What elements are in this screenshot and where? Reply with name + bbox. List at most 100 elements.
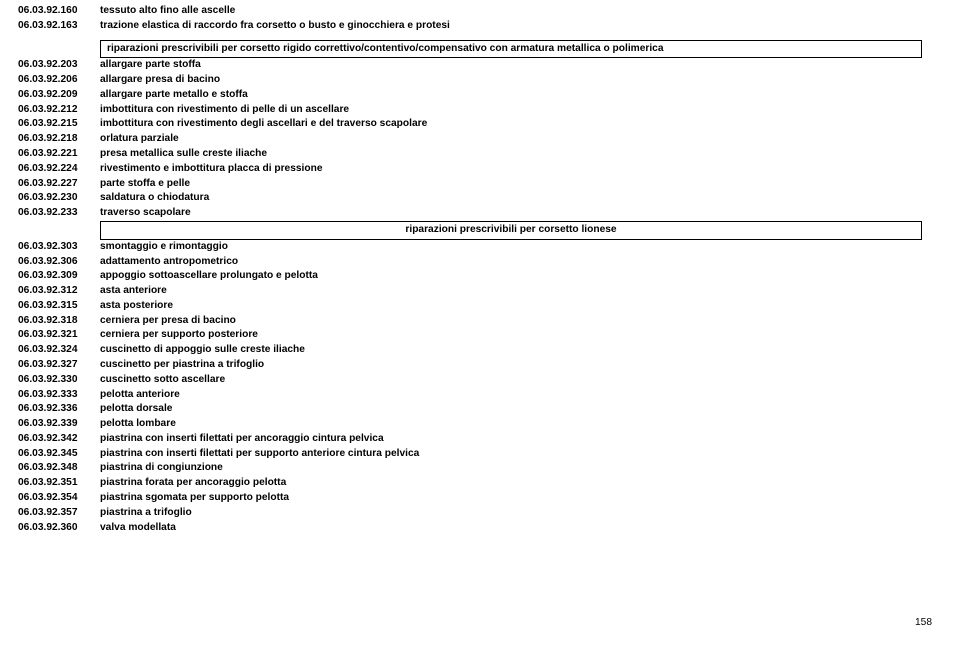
- section2-row: 06.03.92.309appoggio sottoascellare prol…: [18, 269, 942, 284]
- item-code: 06.03.92.327: [18, 358, 100, 373]
- item-description: tessuto alto fino alle ascelle: [100, 4, 942, 19]
- item-code: 06.03.92.318: [18, 314, 100, 329]
- section2-row: 06.03.92.315asta posteriore: [18, 299, 942, 314]
- section2-row: 06.03.92.360valva modellata: [18, 521, 942, 536]
- section2-row: 06.03.92.336pelotta dorsale: [18, 402, 942, 417]
- section2-row: 06.03.92.354piastrina sgomata per suppor…: [18, 491, 942, 506]
- section1-row: 06.03.92.215imbottitura con rivestimento…: [18, 117, 942, 132]
- section1-row: 06.03.92.227parte stoffa e pelle: [18, 177, 942, 192]
- item-code: 06.03.92.342: [18, 432, 100, 447]
- item-description: trazione elastica di raccordo fra corset…: [100, 19, 942, 34]
- item-description: allargare parte stoffa: [100, 58, 942, 73]
- section1-row: 06.03.92.203allargare parte stoffa: [18, 58, 942, 73]
- item-code: 06.03.92.203: [18, 58, 100, 73]
- item-description: cuscinetto di appoggio sulle creste ilia…: [100, 343, 942, 358]
- item-code: 06.03.92.160: [18, 4, 100, 19]
- item-description: pelotta anteriore: [100, 388, 942, 403]
- section2-row: 06.03.92.345piastrina con inserti filett…: [18, 447, 942, 462]
- section2-row: 06.03.92.324cuscinetto di appoggio sulle…: [18, 343, 942, 358]
- item-description: imbottitura con rivestimento di pelle di…: [100, 103, 942, 118]
- section2-row: 06.03.92.351piastrina forata per ancorag…: [18, 476, 942, 491]
- item-code: 06.03.92.360: [18, 521, 100, 536]
- section-title-1: riparazioni prescrivibili per corsetto r…: [100, 40, 922, 59]
- item-code: 06.03.92.163: [18, 19, 100, 34]
- item-code: 06.03.92.324: [18, 343, 100, 358]
- item-description: imbottitura con rivestimento degli ascel…: [100, 117, 942, 132]
- item-description: allargare presa di bacino: [100, 73, 942, 88]
- item-code: 06.03.92.336: [18, 402, 100, 417]
- item-code: 06.03.92.209: [18, 88, 100, 103]
- page-number: 158: [915, 617, 932, 628]
- item-description: piastrina forata per ancoraggio pelotta: [100, 476, 942, 491]
- item-code: 06.03.92.221: [18, 147, 100, 162]
- item-code: 06.03.92.233: [18, 206, 100, 221]
- top-row: 06.03.92.163trazione elastica di raccord…: [18, 19, 942, 34]
- item-description: cerniera per supporto posteriore: [100, 328, 942, 343]
- item-description: parte stoffa e pelle: [100, 177, 942, 192]
- item-description: piastrina con inserti filettati per anco…: [100, 432, 942, 447]
- item-description: piastrina di congiunzione: [100, 461, 942, 476]
- item-description: cuscinetto sotto ascellare: [100, 373, 942, 388]
- item-code: 06.03.92.309: [18, 269, 100, 284]
- top-row: 06.03.92.160tessuto alto fino alle ascel…: [18, 4, 942, 19]
- item-description: pelotta lombare: [100, 417, 942, 432]
- section1-row: 06.03.92.209allargare parte metallo e st…: [18, 88, 942, 103]
- item-description: adattamento antropometrico: [100, 255, 942, 270]
- section2-row: 06.03.92.339pelotta lombare: [18, 417, 942, 432]
- item-description: asta posteriore: [100, 299, 942, 314]
- section2-row: 06.03.92.321cerniera per supporto poster…: [18, 328, 942, 343]
- item-description: asta anteriore: [100, 284, 942, 299]
- item-code: 06.03.92.230: [18, 191, 100, 206]
- section2-row: 06.03.92.330cuscinetto sotto ascellare: [18, 373, 942, 388]
- item-code: 06.03.92.218: [18, 132, 100, 147]
- section2-row: 06.03.92.303smontaggio e rimontaggio: [18, 240, 942, 255]
- section2-row: 06.03.92.333pelotta anteriore: [18, 388, 942, 403]
- item-code: 06.03.92.306: [18, 255, 100, 270]
- section1-row: 06.03.92.224rivestimento e imbottitura p…: [18, 162, 942, 177]
- item-code: 06.03.92.303: [18, 240, 100, 255]
- section-title-2: riparazioni prescrivibili per corsetto l…: [100, 221, 922, 240]
- item-description: saldatura o chiodatura: [100, 191, 942, 206]
- item-code: 06.03.92.348: [18, 461, 100, 476]
- section2-row: 06.03.92.327cuscinetto per piastrina a t…: [18, 358, 942, 373]
- item-code: 06.03.92.224: [18, 162, 100, 177]
- item-description: valva modellata: [100, 521, 942, 536]
- item-description: piastrina sgomata per supporto pelotta: [100, 491, 942, 506]
- section2-row: 06.03.92.306adattamento antropometrico: [18, 255, 942, 270]
- item-code: 06.03.92.354: [18, 491, 100, 506]
- section2-row: 06.03.92.348piastrina di congiunzione: [18, 461, 942, 476]
- item-code: 06.03.92.206: [18, 73, 100, 88]
- item-description: presa metallica sulle creste iliache: [100, 147, 942, 162]
- section1-row: 06.03.92.230saldatura o chiodatura: [18, 191, 942, 206]
- item-description: cerniera per presa di bacino: [100, 314, 942, 329]
- item-code: 06.03.92.333: [18, 388, 100, 403]
- item-description: rivestimento e imbottitura placca di pre…: [100, 162, 942, 177]
- item-description: orlatura parziale: [100, 132, 942, 147]
- item-code: 06.03.92.215: [18, 117, 100, 132]
- section1-row: 06.03.92.221presa metallica sulle creste…: [18, 147, 942, 162]
- item-code: 06.03.92.227: [18, 177, 100, 192]
- item-description: cuscinetto per piastrina a trifoglio: [100, 358, 942, 373]
- section2-row: 06.03.92.342piastrina con inserti filett…: [18, 432, 942, 447]
- section1-row: 06.03.92.206allargare presa di bacino: [18, 73, 942, 88]
- item-description: traverso scapolare: [100, 206, 942, 221]
- item-code: 06.03.92.330: [18, 373, 100, 388]
- section2-row: 06.03.92.312asta anteriore: [18, 284, 942, 299]
- item-code: 06.03.92.315: [18, 299, 100, 314]
- item-code: 06.03.92.339: [18, 417, 100, 432]
- item-code: 06.03.92.212: [18, 103, 100, 118]
- item-description: allargare parte metallo e stoffa: [100, 88, 942, 103]
- item-description: piastrina a trifoglio: [100, 506, 942, 521]
- item-description: pelotta dorsale: [100, 402, 942, 417]
- item-code: 06.03.92.357: [18, 506, 100, 521]
- item-description: piastrina con inserti filettati per supp…: [100, 447, 942, 462]
- section2-row: 06.03.92.357piastrina a trifoglio: [18, 506, 942, 521]
- document-page: 06.03.92.160tessuto alto fino alle ascel…: [0, 0, 960, 535]
- item-description: smontaggio e rimontaggio: [100, 240, 942, 255]
- item-code: 06.03.92.351: [18, 476, 100, 491]
- item-code: 06.03.92.312: [18, 284, 100, 299]
- item-description: appoggio sottoascellare prolungato e pel…: [100, 269, 942, 284]
- item-code: 06.03.92.345: [18, 447, 100, 462]
- item-code: 06.03.92.321: [18, 328, 100, 343]
- section2-row: 06.03.92.318cerniera per presa di bacino: [18, 314, 942, 329]
